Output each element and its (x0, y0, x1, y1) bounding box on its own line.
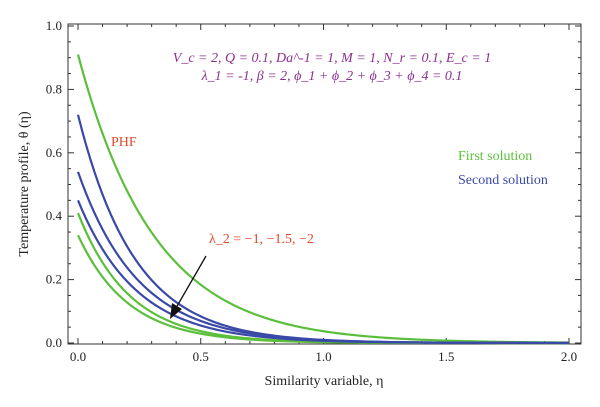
x-tick-labels: 0.0 0.5 1.0 1.5 2.0 (70, 349, 577, 364)
y-tick-label: 0.6 (46, 145, 63, 160)
first-solution-curve-2 (77, 234, 569, 345)
y-tick-label: 0.4 (46, 208, 63, 223)
y-tick-label: 0.8 (46, 81, 62, 96)
parameters-line-2: λ_1 = -1, β = 2, ϕ_1 + ϕ_2 + ϕ_3 + ϕ_4 =… (201, 69, 463, 84)
first-solution-curve-0 (76, 54, 570, 344)
lambda2-arrow (170, 255, 207, 319)
legend-first-solution: First solution (458, 149, 532, 164)
y-tick-label: 0.0 (46, 335, 62, 350)
phf-annotation: PHF (111, 135, 137, 150)
second-solution-curve-5 (76, 199, 569, 345)
legend-second-solution: Second solution (458, 173, 548, 188)
x-tick-label: 1.5 (438, 349, 454, 364)
parameters-line-1: V_c = 2, Q = 0.1, Da^-1 = 1, M = 1, N_r … (173, 51, 491, 66)
lambda2-annotation: λ_2 = −1, −1.5, −2 (209, 232, 314, 247)
y-axis-label: Temperature profile, θ (η) (17, 111, 32, 257)
y-tick-label: 1.0 (46, 18, 62, 33)
x-tick-label: 2.0 (561, 349, 577, 364)
x-tick-label: 0.0 (70, 349, 86, 364)
x-tick-label: 1.0 (315, 349, 331, 364)
y-tick-labels: 0.0 0.2 0.4 0.6 0.8 1.0 (46, 18, 63, 350)
series-layer (76, 54, 570, 345)
x-tick-label: 0.5 (193, 349, 209, 364)
x-axis-label: Similarity variable, η (265, 374, 384, 389)
y-tick-label: 0.2 (46, 272, 62, 287)
